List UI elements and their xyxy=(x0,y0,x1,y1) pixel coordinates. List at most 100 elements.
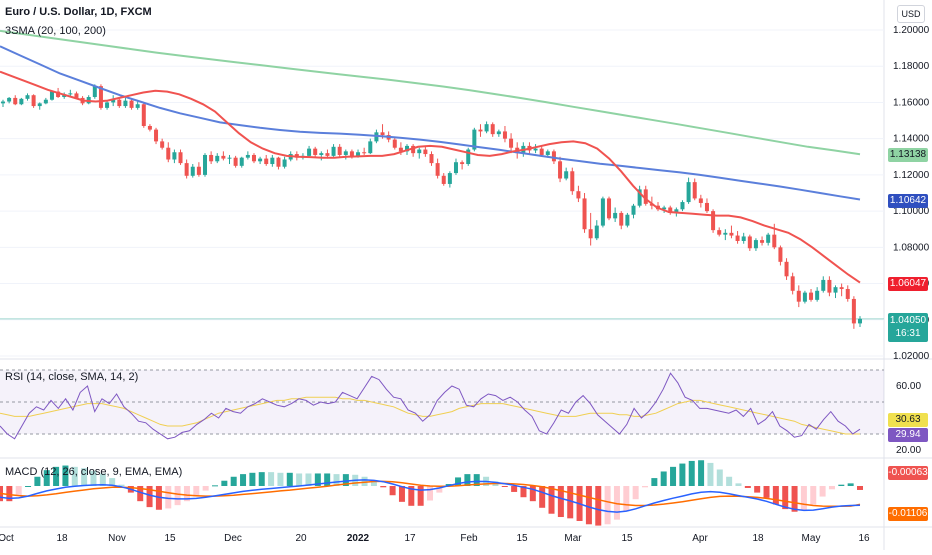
bar-countdown: 16:31 xyxy=(895,328,921,339)
rsi-title[interactable]: RSI (14, close, SMA, 14, 2) xyxy=(5,371,139,383)
macd-histogram-bar xyxy=(333,474,340,486)
macd-histogram-bar xyxy=(193,486,200,497)
candle-body xyxy=(723,232,728,235)
macd-histogram-bar xyxy=(324,473,331,486)
candle-body xyxy=(766,234,771,243)
candle-body xyxy=(160,141,165,148)
candle-body xyxy=(92,86,97,98)
candle-body xyxy=(509,138,514,148)
candle-body xyxy=(264,158,269,165)
price-tick-label: 1.12000 xyxy=(893,170,930,181)
overlay-title[interactable]: 3SMA (20, 100, 200) xyxy=(5,25,106,37)
macd-histogram-bar xyxy=(642,486,648,488)
rsi-line xyxy=(0,372,861,440)
macd-histogram-bar xyxy=(118,484,125,486)
macd-histogram-bar xyxy=(109,478,116,486)
candle-body xyxy=(484,124,489,132)
macd-histogram-bar xyxy=(501,486,508,487)
macd-histogram-bar xyxy=(660,471,667,486)
macd-histogram-bar xyxy=(670,466,677,486)
candle-body xyxy=(7,97,12,102)
candle-body xyxy=(594,225,599,239)
last-price-value: 1.04050 xyxy=(889,315,927,326)
candle-body xyxy=(704,202,709,212)
candle-body xyxy=(356,152,361,157)
macd-histogram-bar xyxy=(455,477,462,486)
candle-body xyxy=(796,290,801,302)
candle-body xyxy=(13,97,18,105)
sma200-price-badge: 1.13138 xyxy=(888,148,928,162)
candle-body xyxy=(184,163,189,176)
candle-body xyxy=(251,154,256,162)
candle-body xyxy=(772,234,777,248)
candle-body xyxy=(741,236,746,241)
candle-body xyxy=(564,171,569,179)
candle-body xyxy=(423,149,428,155)
candle-body xyxy=(37,103,42,107)
candle-body xyxy=(478,129,483,132)
macd-histogram-bar xyxy=(314,473,321,486)
macd-histogram-bar xyxy=(464,474,471,486)
sma20-line xyxy=(0,70,861,284)
candle-body xyxy=(858,318,862,324)
candle-body xyxy=(325,153,330,156)
time-axis-label: Oct xyxy=(0,533,14,544)
candle-body xyxy=(147,125,152,130)
macd-histogram-bar xyxy=(763,486,770,498)
macd-histogram-bar xyxy=(567,486,574,519)
candle-body xyxy=(815,290,820,300)
macd-histogram-bar xyxy=(585,486,592,525)
macd-histogram-bar xyxy=(62,465,69,486)
candle-body xyxy=(203,154,208,175)
macd-histogram-bar xyxy=(221,480,228,486)
candle-body xyxy=(209,154,214,162)
macd-histogram-bar xyxy=(342,474,349,486)
macd-histogram-bar xyxy=(838,484,845,486)
candle-body xyxy=(637,189,642,206)
rsi-ma-line xyxy=(0,396,860,435)
candle-body xyxy=(105,102,110,108)
candle-body xyxy=(135,104,140,108)
macd-histogram-bar xyxy=(427,486,433,501)
macd-histogram-bar xyxy=(183,486,190,502)
candle-body xyxy=(441,175,446,184)
price-tick-label: 1.02000 xyxy=(893,351,930,362)
macd-histogram-bar xyxy=(146,486,153,508)
candle-body xyxy=(692,182,697,199)
candle-body xyxy=(729,232,734,236)
currency-button[interactable]: USD xyxy=(897,5,925,23)
rsi-tick-label: 60.00 xyxy=(896,381,921,392)
macd-histogram-bar xyxy=(71,466,78,486)
candle-body xyxy=(619,212,624,226)
macd-histogram-bar xyxy=(296,473,303,486)
macd-histogram-bar xyxy=(6,486,13,502)
time-axis-label: 18 xyxy=(56,533,68,544)
time-axis-label: Mar xyxy=(564,533,582,544)
macd-histogram-bar xyxy=(137,486,144,502)
macd-histogram-bar xyxy=(828,486,835,490)
macd-title[interactable]: MACD (12, 26, close, 9, EMA, EMA) xyxy=(5,466,183,478)
sma20-price-badge: 1.06047 xyxy=(888,277,928,291)
macd-histogram-bar xyxy=(847,483,854,486)
candle-body xyxy=(472,129,477,150)
macd-histogram-bar xyxy=(212,485,218,487)
macd-histogram-bar xyxy=(539,486,546,508)
candle-body xyxy=(674,209,679,213)
candle-body xyxy=(178,152,183,164)
candle-body xyxy=(662,207,667,210)
macd-histogram-bar xyxy=(43,470,50,486)
symbol-title[interactable]: Euro / U.S. Dollar, 1D, FXCM xyxy=(5,6,152,18)
candle-body xyxy=(533,148,538,151)
macd-histogram-bar xyxy=(370,481,377,486)
candle-body xyxy=(417,149,422,154)
candle-body xyxy=(349,151,354,157)
macd-histogram-bar xyxy=(305,473,312,486)
candle-body xyxy=(331,146,336,156)
macd-histogram-bar xyxy=(99,473,106,486)
candle-body xyxy=(166,147,171,160)
macd-histogram-bar xyxy=(791,486,798,512)
candle-body xyxy=(141,104,146,126)
candle-body xyxy=(172,152,177,160)
